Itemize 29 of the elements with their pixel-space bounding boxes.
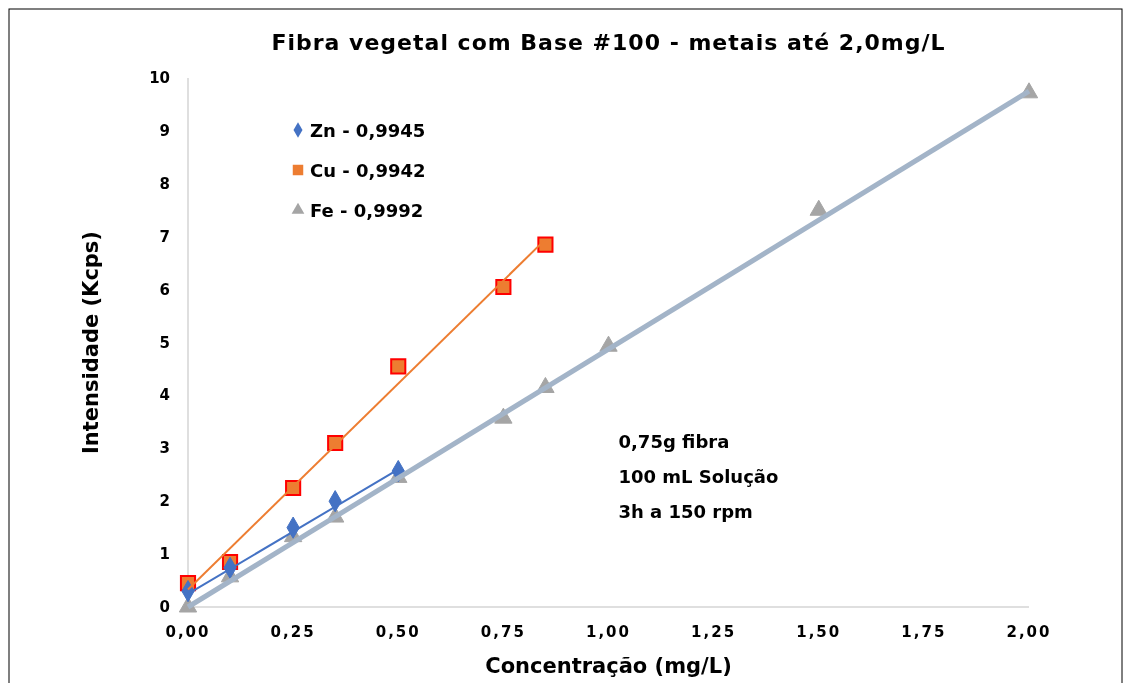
annotation: 0,75g fibra [618,431,730,453]
y-tick-label: 7 [159,227,170,246]
x-tick-label: 0,00 [165,623,211,641]
x-tick-label: 1,50 [796,623,842,641]
x-tick-label: 1,25 [691,623,737,641]
y-tick-label: 1 [159,545,170,564]
legend-label: Cu - 0,9942 [310,160,426,181]
y-tick-label: 6 [159,280,170,299]
y-tick-label: 10 [149,69,170,87]
legend-label: Fe - 0,9992 [310,200,424,221]
y-tick-label: 4 [159,386,170,405]
annotation: 3h a 150 rpm [618,501,753,523]
y-tick-label: 9 [159,121,170,140]
chart-title: Fibra vegetal com Base #100 - metais até 2,0mg/L [271,30,946,55]
y-axis-title: Intensidade (Kcps) [79,231,103,454]
y-tick-label: 2 [159,492,170,511]
x-axis-title: Concentração (mg/L) [485,654,732,678]
y-tick-label: 8 [159,174,170,193]
x-tick-label: 0,50 [375,623,421,641]
x-tick-label: 2,00 [1006,623,1052,641]
y-tick-label: 3 [159,439,170,458]
y-tick-label: 0 [159,598,170,616]
y-tick-label: 5 [159,333,170,352]
x-tick-label: 1,00 [585,623,632,641]
legend-label: Zn - 0,9945 [310,120,426,141]
annotation: 100 mL Solução [618,466,779,488]
x-tick-label: 0,25 [270,623,316,641]
x-tick-label: 1,75 [901,623,947,641]
x-tick-label: 0,75 [480,623,526,641]
